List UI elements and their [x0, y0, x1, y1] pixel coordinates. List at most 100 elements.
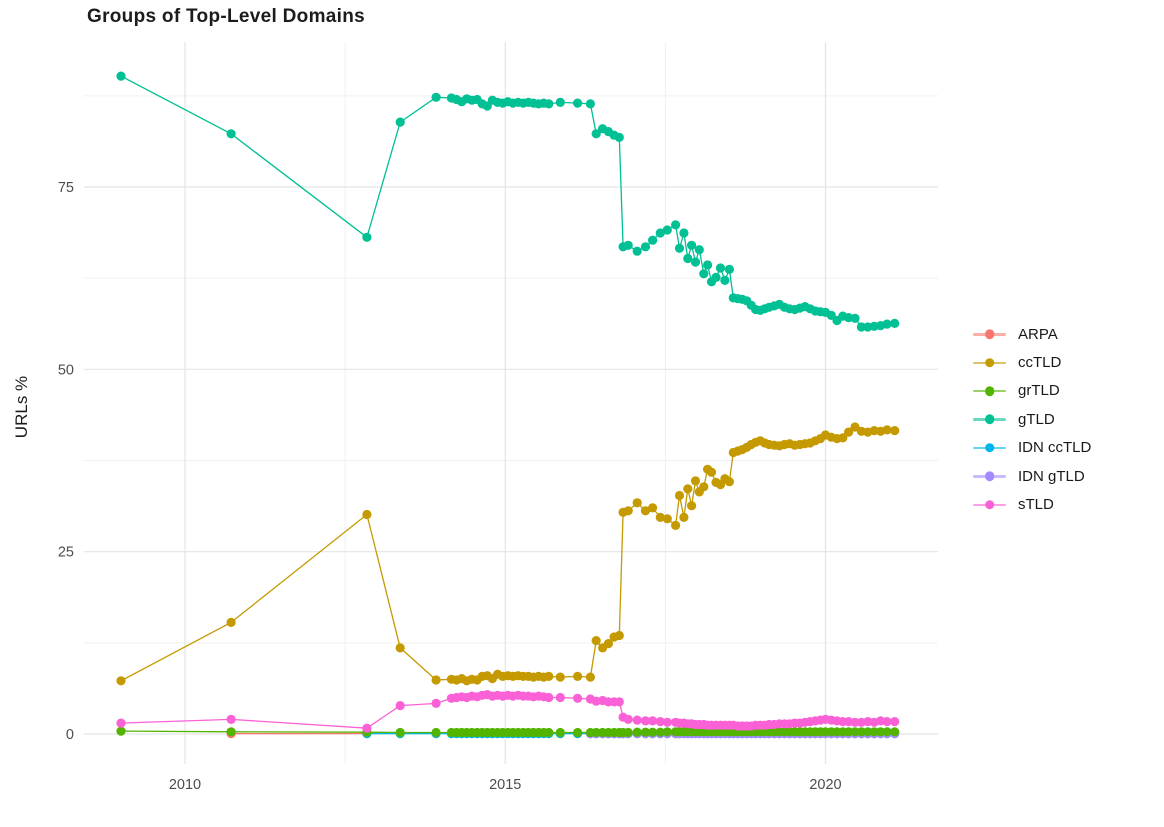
data-point-cctld — [706, 467, 717, 477]
data-point-gtld — [711, 272, 721, 282]
data-point-gtld — [614, 132, 624, 142]
data-point-gtld — [690, 257, 701, 267]
data-point-stld — [544, 692, 554, 703]
data-point-gtld — [715, 263, 726, 273]
data-point-stld — [648, 716, 658, 726]
series-arpa — [226, 729, 372, 739]
data-point-gtld — [724, 264, 735, 274]
data-point-gtld — [882, 319, 892, 329]
data-point-gtld — [856, 322, 867, 332]
data-point-gtld — [632, 246, 642, 256]
data-point-cctld — [844, 427, 854, 437]
series-gtld — [116, 71, 900, 332]
legend-key-idn-gtld — [973, 470, 1006, 482]
data-point-gtld — [591, 129, 601, 139]
data-point-cctld — [116, 676, 126, 686]
data-point-gtld — [720, 275, 730, 285]
data-point-cctld — [882, 425, 892, 435]
legend: ARPA ccTLD grTLD gTLD IDN ccTLD IDN gTLD sTLD — [973, 320, 1091, 519]
data-point-cctld — [603, 639, 614, 649]
data-point-cctld — [555, 672, 565, 682]
legend-key-idn-cctld — [973, 442, 1006, 454]
y-axis-title: URLs % — [12, 375, 31, 439]
data-point-stld — [555, 692, 565, 703]
data-point-stld — [573, 693, 583, 703]
legend-key-arpa — [973, 328, 1006, 340]
data-point-cctld — [640, 506, 651, 516]
data-point-cctld — [699, 482, 709, 492]
data-point-grtld — [890, 727, 900, 737]
legend-key-dot — [984, 414, 995, 425]
data-point-stld — [116, 718, 126, 728]
data-point-cctld — [724, 477, 735, 487]
data-point-grtld — [662, 727, 672, 737]
legend-key-dot — [984, 329, 995, 339]
data-point-cctld — [362, 509, 372, 520]
legend-key-dot — [984, 357, 995, 368]
data-point-gtld — [699, 269, 709, 279]
data-point-gtld — [362, 232, 372, 242]
data-point-gtld — [648, 235, 658, 245]
data-point-gtld — [431, 92, 441, 102]
data-point-gtld — [226, 129, 236, 139]
data-point-cctld — [431, 675, 441, 685]
data-point-grtld — [648, 727, 658, 737]
data-point-grtld — [116, 726, 126, 736]
data-point-grtld — [623, 727, 633, 738]
data-point-gtld — [683, 253, 693, 264]
legend-item-gtld: gTLD — [973, 405, 1091, 433]
data-point-grtld — [226, 727, 236, 737]
data-point-cctld — [632, 498, 642, 508]
data-point-grtld — [850, 727, 860, 737]
data-point-stld — [362, 723, 372, 733]
data-point-cctld — [591, 636, 601, 646]
legend-item-idn-cctld: IDN ccTLD — [973, 434, 1091, 462]
x-tick-label: 2020 — [809, 777, 841, 793]
data-point-stld — [640, 716, 651, 726]
data-point-cctld — [614, 630, 624, 641]
data-point-cctld — [395, 643, 405, 653]
y-tick-label: 25 — [58, 545, 74, 561]
data-point-gtld — [116, 71, 126, 81]
data-point-stld — [850, 717, 860, 727]
data-point-cctld — [671, 520, 681, 531]
legend-label: IDN gTLD — [1018, 467, 1085, 485]
data-point-grtld — [882, 727, 892, 737]
legend-key-gtld — [973, 413, 1006, 425]
data-point-gtld — [890, 318, 900, 328]
legend-key-dot — [984, 499, 995, 510]
data-point-cctld — [573, 671, 583, 682]
data-point-grtld — [573, 727, 583, 738]
series-gtld-line — [120, 75, 895, 328]
data-point-grtld — [869, 727, 879, 737]
data-point-cctld — [655, 512, 665, 523]
legend-key-stld — [973, 499, 1006, 511]
series-cctld — [116, 422, 900, 686]
data-point-gtld — [703, 260, 713, 270]
series-stld — [116, 690, 900, 733]
legend-item-stld: sTLD — [973, 490, 1091, 518]
data-point-stld — [226, 714, 236, 725]
data-point-gtld — [655, 228, 665, 238]
gridlines — [84, 42, 938, 764]
legend-label: grTLD — [1018, 382, 1060, 400]
x-tick-label: 2015 — [489, 777, 521, 793]
data-point-cctld — [585, 672, 596, 682]
data-point-gtld — [640, 242, 651, 252]
data-point-gtld — [395, 117, 405, 127]
legend-label: gTLD — [1018, 410, 1055, 428]
legend-label: sTLD — [1018, 496, 1054, 514]
data-point-grtld — [431, 727, 441, 738]
data-point-gtld — [623, 240, 633, 250]
data-point-grtld — [555, 727, 565, 738]
data-point-grtld — [591, 727, 601, 738]
legend-label: IDN ccTLD — [1018, 439, 1092, 457]
data-point-grtld — [395, 727, 405, 738]
legend-key-dot — [984, 471, 995, 481]
data-point-stld — [623, 714, 633, 725]
data-point-stld — [890, 717, 900, 727]
legend-item-grtld: grTLD — [973, 377, 1091, 405]
legend-key-cctld — [973, 357, 1006, 369]
data-point-grtld — [844, 727, 854, 737]
